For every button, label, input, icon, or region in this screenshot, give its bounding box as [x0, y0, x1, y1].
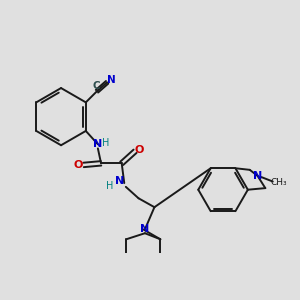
Text: N: N	[107, 75, 116, 85]
Text: H: H	[102, 138, 110, 148]
Text: O: O	[74, 160, 83, 170]
Text: N: N	[140, 224, 149, 234]
Text: O: O	[134, 145, 144, 155]
Text: N: N	[115, 176, 124, 186]
Text: C: C	[92, 81, 100, 91]
Text: H: H	[106, 181, 114, 191]
Text: N: N	[93, 139, 103, 149]
Text: N: N	[253, 171, 262, 181]
Text: CH₃: CH₃	[271, 178, 287, 187]
